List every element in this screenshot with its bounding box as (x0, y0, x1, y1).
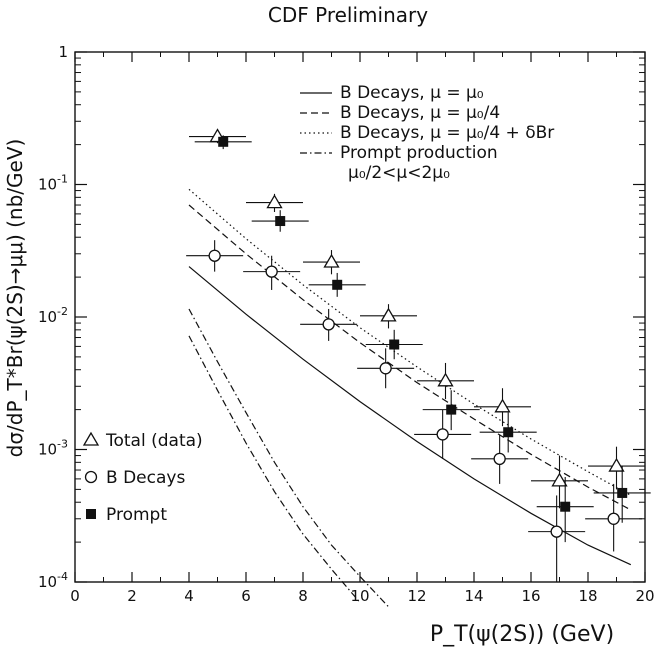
chart-title: CDF Preliminary (268, 3, 428, 27)
point-filled-square (503, 427, 514, 438)
legend-markers: Total (data) B Decays Prompt (82, 431, 203, 525)
y-tick-base: 10 (38, 308, 57, 326)
point-filled-square (332, 279, 343, 290)
curve-dashed-1 (188, 204, 632, 511)
point-open-circle (208, 249, 221, 262)
y-tick-exponent: -1 (57, 173, 68, 186)
legend-curves: B Decays, μ = μ₀B Decays, μ = μ₀/4B Deca… (300, 83, 554, 183)
y-tick-label: 10-3 (38, 438, 68, 459)
y-tick-exponent: -3 (57, 438, 68, 451)
data-points (186, 128, 651, 582)
point-filled-square (446, 404, 457, 415)
legend-note: μ₀/2<μ<2μ₀ (348, 163, 450, 183)
legend-marker-label: Total (data) (105, 431, 203, 451)
legend-marker-label: Prompt (106, 505, 167, 525)
legend-marker-open-circle (84, 470, 98, 484)
y-tick-base: 10 (38, 573, 57, 591)
curve-dotted-2 (188, 188, 632, 496)
x-tick-label: 20 (635, 587, 654, 605)
point-open-circle (607, 512, 620, 525)
y-tick-label: 10-1 (38, 173, 68, 194)
legend-curve-label: B Decays, μ = μ₀ (340, 83, 484, 103)
x-tick-label: 6 (241, 587, 251, 605)
x-axis-label: P_T(ψ(2S)) (GeV) (430, 622, 614, 647)
point-filled-square (275, 216, 286, 227)
x-tick-label: 2 (127, 587, 137, 605)
point-filled-square (617, 487, 628, 498)
point-open-circle (322, 318, 335, 331)
point-open-circle (265, 265, 278, 278)
y-tick-label: 10-4 (38, 570, 68, 591)
curve-dashdot-4 (188, 335, 361, 603)
legend-marker-filled-square (86, 509, 96, 519)
curve-dashdot-3 (188, 308, 389, 608)
point-filled-square (560, 501, 571, 512)
point-open-triangle (266, 194, 283, 209)
x-tick-label: 10 (350, 587, 369, 605)
y-axis-label: dσ/dP_T*Br(ψ(2S)→μμ) (nb/GeV) (3, 139, 27, 458)
series-open-circle (186, 240, 643, 582)
point-open-triangle (551, 472, 568, 487)
legend-curve-label: Prompt production (340, 143, 498, 163)
point-open-triangle (380, 307, 397, 322)
legend-marker-open-triangle (82, 431, 100, 446)
curve-solid-0 (188, 266, 632, 566)
x-tick-label: 14 (464, 587, 483, 605)
y-tick-label: 10-2 (38, 305, 68, 326)
theory-curves (188, 188, 632, 608)
x-axis: 0 2 4 6 8 10 12 14 16 18 20 (70, 52, 655, 605)
point-open-circle (436, 428, 449, 441)
x-tick-label: 16 (521, 587, 540, 605)
y-tick-exponent: -2 (57, 305, 68, 318)
point-open-triangle (323, 253, 340, 268)
point-open-circle (379, 362, 392, 375)
legend-curve-label: B Decays, μ = μ₀/4 + δBr (340, 123, 554, 143)
point-open-triangle (437, 372, 454, 387)
point-open-circle (550, 525, 563, 538)
y-tick-exponent: -4 (57, 570, 68, 583)
legend-curve-label: B Decays, μ = μ₀/4 (340, 103, 500, 123)
y-tick-base: 1 (58, 43, 68, 61)
point-filled-square (218, 136, 229, 147)
point-filled-square (389, 339, 400, 350)
y-tick-label: 1 (58, 43, 68, 61)
point-open-triangle (494, 398, 511, 413)
x-tick-label: 12 (407, 587, 426, 605)
series-open-triangle (189, 128, 645, 509)
point-open-circle (493, 452, 506, 466)
series-filled-square (194, 135, 651, 543)
x-tick-label: 18 (578, 587, 597, 605)
y-tick-base: 10 (38, 176, 57, 194)
x-tick-label: 8 (298, 587, 308, 605)
x-tick-label: 4 (184, 587, 194, 605)
y-tick-base: 10 (38, 441, 57, 459)
point-open-triangle (608, 457, 625, 472)
legend-marker-label: B Decays (106, 468, 185, 488)
x-tick-label: 0 (70, 587, 80, 605)
